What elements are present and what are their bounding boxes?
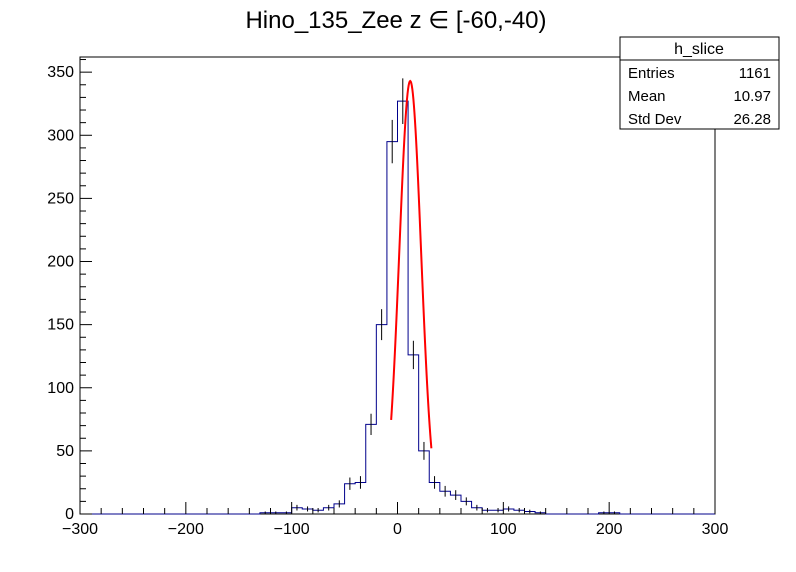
y-axis: 0 50 100 150 200 250 300 350 (47, 59, 92, 523)
x-tick-label: 300 (702, 521, 729, 538)
chart-title: Hino_135_Zee z ∈ [-60,-40) (245, 7, 546, 34)
x-tick-label: −300 (62, 521, 98, 538)
x-tick-label: 0 (393, 521, 402, 538)
y-tick-label: 150 (47, 317, 74, 334)
stats-stddev-value: 26.28 (733, 111, 771, 128)
stats-entries-label: Entries (628, 65, 675, 82)
y-tick-label: 250 (47, 190, 74, 207)
gaussian-fit-curve (390, 79, 433, 449)
x-axis: −300 −200 −100 0 100 200 300 (62, 502, 728, 538)
stats-box: h_slice Entries 1161 Mean 10.97 Std Dev … (619, 36, 780, 130)
x-tick-label: −200 (168, 521, 204, 538)
stats-entries-value: 1161 (739, 65, 771, 82)
y-tick-label: 100 (47, 380, 74, 397)
y-tick-label: 50 (56, 443, 74, 460)
stats-stddev-label: Std Dev (628, 111, 682, 128)
x-tick-label: −100 (274, 521, 310, 538)
stats-box-name: h_slice (674, 41, 724, 58)
stats-mean-value: 10.97 (733, 88, 771, 105)
y-tick-label: 350 (47, 64, 74, 81)
y-tick-label: 200 (47, 254, 74, 271)
x-tick-label: 200 (596, 521, 623, 538)
x-tick-label: 100 (490, 521, 517, 538)
stats-mean-label: Mean (628, 88, 666, 105)
stats-box-frame (619, 36, 780, 130)
y-tick-label: 300 (47, 127, 74, 144)
y-tick-label: 0 (65, 506, 74, 523)
